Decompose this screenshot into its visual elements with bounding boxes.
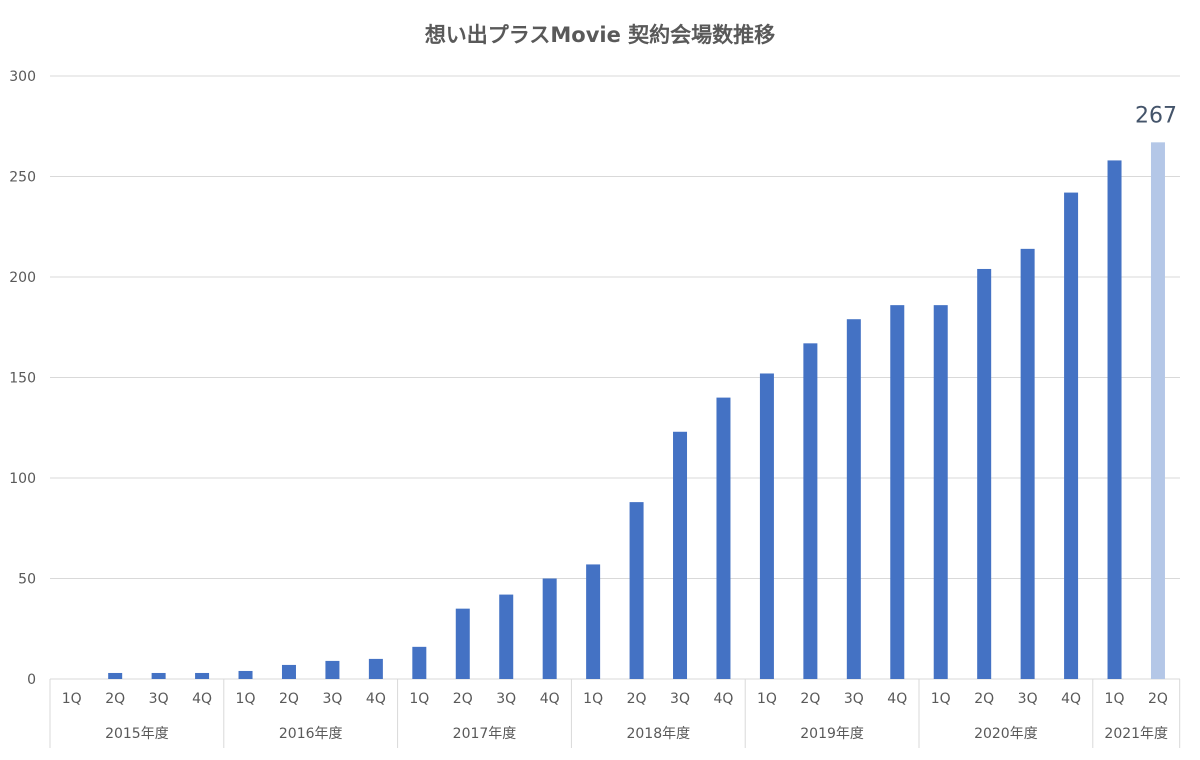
bar xyxy=(673,431,688,679)
quarter-tick-label: 2Q xyxy=(1148,691,1168,707)
quarter-tick-label: 2Q xyxy=(800,691,820,707)
year-group-label: 2017年度 xyxy=(453,726,517,742)
gridlines xyxy=(50,75,1180,680)
quarter-tick-label: 3Q xyxy=(670,691,690,707)
bar xyxy=(1020,248,1035,680)
bar xyxy=(1064,192,1079,679)
quarter-tick-label: 1Q xyxy=(236,691,256,707)
x-axis: 1Q 2Q 3Q 4Q 2015年度 1Q 2Q 3Q 4Q 2016年度 1Q 2Q 3Q 4Q 2017… xyxy=(49,679,1181,748)
quarter-tick-label: 3Q xyxy=(322,691,342,707)
year-group-label: 2019年度 xyxy=(800,726,864,742)
bar xyxy=(368,658,383,679)
quarter-tick-label: 2Q xyxy=(627,691,647,707)
quarter-tick-label: 1Q xyxy=(583,691,603,707)
y-tick-label: 250 xyxy=(9,170,36,186)
bar xyxy=(238,670,253,679)
bar xyxy=(542,578,557,679)
bar xyxy=(455,608,470,679)
y-tick-label: 200 xyxy=(9,270,36,286)
bar xyxy=(933,305,948,679)
bar xyxy=(195,672,210,679)
y-tick-label: 50 xyxy=(18,572,36,588)
quarter-tick-label: 2Q xyxy=(974,691,994,707)
year-group-label: 2021年度 xyxy=(1104,726,1168,742)
bar xyxy=(846,319,861,679)
quarter-tick-label: 1Q xyxy=(757,691,777,707)
quarter-tick-label: 3Q xyxy=(496,691,516,707)
bar xyxy=(108,672,123,679)
quarter-tick-label: 3Q xyxy=(844,691,864,707)
quarter-tick-label: 2Q xyxy=(453,691,473,707)
y-axis-ticks: 0 50 100 150 200 250 300 xyxy=(9,69,36,688)
quarter-tick-label: 4Q xyxy=(1061,691,1081,707)
year-group-label: 2018年度 xyxy=(626,726,690,742)
quarter-tick-label: 1Q xyxy=(1105,691,1125,707)
chart-title: 想い出プラスMovie 契約会場数推移 xyxy=(425,23,775,47)
y-tick-label: 150 xyxy=(9,371,36,387)
year-group-label: 2020年度 xyxy=(974,726,1038,742)
bar xyxy=(803,343,818,679)
bar xyxy=(977,268,992,679)
y-tick-label: 0 xyxy=(27,672,36,688)
quarter-tick-label: 1Q xyxy=(62,691,82,707)
bar xyxy=(1107,160,1122,680)
bar xyxy=(325,660,340,679)
quarter-tick-label: 4Q xyxy=(540,691,560,707)
y-tick-label: 100 xyxy=(9,471,36,487)
quarter-tick-label: 4Q xyxy=(714,691,734,707)
bar xyxy=(890,305,905,679)
quarter-tick-label: 3Q xyxy=(149,691,169,707)
bar xyxy=(629,502,644,679)
quarter-tick-label: 3Q xyxy=(1018,691,1038,707)
quarter-tick-label: 1Q xyxy=(409,691,429,707)
quarter-tick-label: 2Q xyxy=(105,691,125,707)
bars xyxy=(108,142,1165,680)
bar xyxy=(586,564,601,679)
data-label: 267 xyxy=(1135,103,1177,128)
quarter-tick-label: 1Q xyxy=(931,691,951,707)
year-group-label: 2016年度 xyxy=(279,726,343,742)
bar xyxy=(151,672,166,679)
bar xyxy=(499,594,514,679)
bar xyxy=(1150,142,1165,679)
quarter-tick-label: 4Q xyxy=(366,691,386,707)
year-group-label: 2015年度 xyxy=(105,726,169,742)
bar xyxy=(412,646,427,679)
y-tick-label: 300 xyxy=(9,69,36,85)
data-labels: 267 xyxy=(1135,103,1177,128)
quarter-tick-label: 4Q xyxy=(192,691,212,707)
bar xyxy=(281,664,296,679)
bar xyxy=(759,373,774,679)
quarter-tick-label: 4Q xyxy=(887,691,907,707)
quarter-tick-label: 2Q xyxy=(279,691,299,707)
bar xyxy=(716,397,731,679)
